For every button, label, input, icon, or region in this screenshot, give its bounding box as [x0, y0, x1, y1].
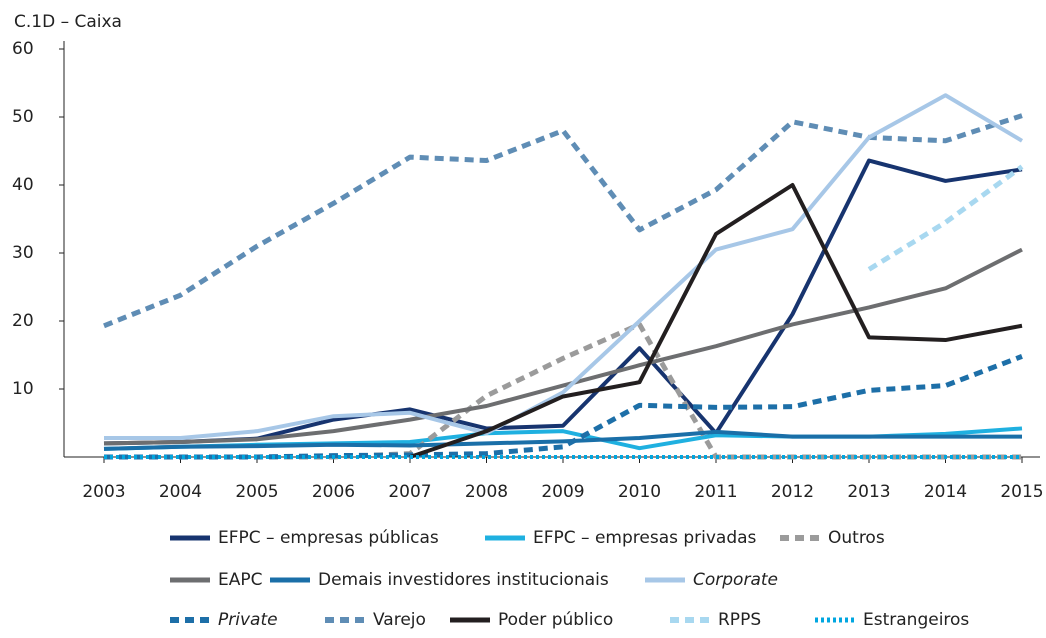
x-tick-label: 2005	[235, 482, 278, 502]
x-tick-label: 2015	[1000, 482, 1043, 502]
x-tick-label: 2012	[771, 482, 814, 502]
x-tick-label: 2010	[618, 482, 661, 502]
legend-label: EAPC	[218, 570, 263, 590]
series-line	[867, 164, 1024, 272]
legend-label: Corporate	[693, 570, 778, 590]
series-line	[409, 183, 1023, 459]
legend-label: EFPC – empresas privadas	[533, 528, 757, 548]
legend-label: Private	[218, 610, 278, 630]
y-tick-label: 20	[12, 311, 34, 331]
x-tick-label: 2004	[159, 482, 202, 502]
legend-label: Poder público	[498, 610, 613, 630]
y-tick-label: 40	[12, 175, 34, 195]
x-tick-label: 2011	[694, 482, 737, 502]
legend-label: Demais investidores institucionais	[318, 570, 609, 590]
series-line	[103, 429, 1022, 451]
x-tick-label: 2007	[388, 482, 431, 502]
x-tick-label: 2009	[541, 482, 584, 502]
x-tick-label: 2003	[82, 482, 125, 502]
legend-label: Estrangeiros	[863, 610, 969, 630]
series-line	[104, 93, 1024, 440]
y-tick-label: 10	[12, 379, 34, 399]
y-tick-label: 50	[12, 107, 34, 127]
legend-label: RPPS	[718, 610, 761, 630]
legend-label: Outros	[828, 528, 885, 548]
chart-title: C.1D – Caixa	[14, 12, 122, 32]
series-line	[103, 247, 1023, 446]
y-tick-label: 30	[12, 243, 34, 263]
x-tick-label: 2013	[847, 482, 890, 502]
x-tick-label: 2006	[312, 482, 355, 502]
series-line	[103, 113, 1023, 329]
legend-label: Varejo	[373, 610, 426, 630]
x-tick-label: 2008	[465, 482, 508, 502]
x-tick-label: 2014	[924, 482, 967, 502]
y-tick-label: 60	[12, 39, 34, 59]
legend-label: EFPC – empresas públicas	[218, 528, 439, 548]
